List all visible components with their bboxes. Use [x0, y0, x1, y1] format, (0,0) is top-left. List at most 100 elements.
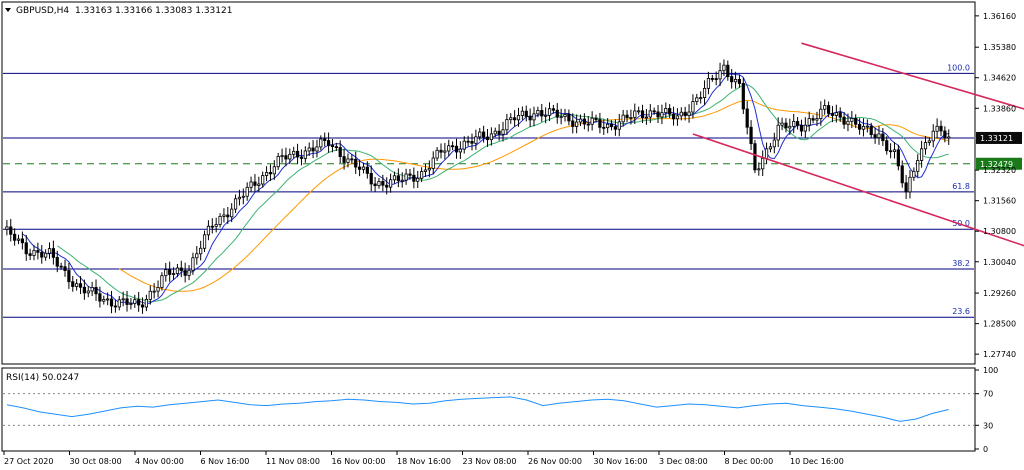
- time-tick-label: 27 Oct 2020: [4, 457, 53, 466]
- candle-body: [160, 275, 164, 288]
- candle-body: [195, 253, 199, 259]
- candle-body: [528, 115, 532, 121]
- candle-body: [714, 78, 718, 80]
- candle-body: [509, 117, 513, 121]
- candle-body: [877, 133, 881, 139]
- candle-body: [338, 147, 342, 158]
- candle-body: [904, 182, 908, 193]
- candle-body: [431, 157, 435, 169]
- candle-body: [342, 156, 346, 163]
- trend-channel[interactable]: [692, 42, 1024, 294]
- candle-body: [40, 251, 44, 258]
- candle-body: [233, 198, 238, 210]
- candle-body: [532, 113, 536, 121]
- candle-body: [206, 225, 211, 236]
- candle-body: [346, 158, 350, 163]
- candle-body: [501, 129, 505, 135]
- symbol-label: GBPUSD,H4: [16, 6, 69, 16]
- candle-body: [299, 156, 304, 159]
- channel-upper-line[interactable]: [801, 42, 1024, 151]
- candle-body: [16, 238, 21, 241]
- rsi-pane-frame: [1, 367, 976, 452]
- candle-body: [44, 252, 48, 258]
- candle-body: [594, 117, 598, 120]
- candle-body: [63, 266, 67, 271]
- candle-body: [640, 110, 645, 119]
- price-tick-label: 1.36160: [983, 12, 1016, 21]
- candle-body: [451, 145, 455, 148]
- candle-body: [555, 109, 559, 118]
- symbol-dropdown-icon[interactable]: [5, 8, 11, 12]
- candle-body: [834, 112, 838, 116]
- price-pane-frame: [1, 1, 976, 365]
- candle-body: [86, 290, 90, 294]
- candle-body: [420, 171, 424, 179]
- candle-body: [706, 78, 711, 89]
- candle-body: [664, 108, 668, 114]
- price-tick-label: 1.27740: [983, 350, 1016, 359]
- candle-body: [404, 173, 408, 181]
- candle-body: [361, 166, 366, 170]
- candle-body: [830, 113, 835, 116]
- fib-label: 38.2: [952, 259, 970, 268]
- candle-body: [892, 149, 897, 152]
- candle-body: [28, 253, 32, 256]
- candle-body: [315, 146, 319, 152]
- candle-body: [939, 125, 943, 132]
- price-tick-label: 1.31560: [983, 197, 1016, 206]
- candle-body: [524, 110, 528, 117]
- candle-body: [323, 138, 327, 141]
- rsi-tick-label: 70: [983, 390, 993, 399]
- candle-body: [536, 110, 540, 115]
- candle-body: [520, 110, 524, 116]
- candle-body: [261, 175, 265, 185]
- candle-body: [920, 148, 924, 161]
- candle-body: [741, 83, 745, 110]
- candle-body: [129, 303, 133, 305]
- ma-blue-line: [22, 73, 949, 305]
- candle-body: [598, 119, 602, 128]
- candle-body: [214, 224, 218, 227]
- candle-body: [102, 298, 106, 302]
- candle-body: [912, 170, 916, 178]
- candle-body: [637, 110, 641, 113]
- candle-body: [768, 146, 773, 150]
- candle-body: [621, 114, 625, 123]
- time-tick-label: 26 Nov 00:00: [528, 457, 582, 466]
- candle-body: [613, 126, 618, 130]
- candle-body: [908, 176, 912, 193]
- candle-body: [927, 140, 931, 143]
- candle-body: [547, 108, 552, 116]
- candle-body: [629, 117, 633, 119]
- price-pane[interactable]: 100.061.850.038.223.6 1.361601.353801.34…: [1, 1, 1024, 365]
- candle-body: [280, 155, 284, 158]
- candle-body: [156, 287, 160, 292]
- candle-body: [443, 150, 447, 153]
- reference-price-tag: [976, 157, 1022, 170]
- channel-lower-line[interactable]: [692, 133, 1024, 294]
- candle-body: [179, 267, 183, 271]
- candle-body: [109, 298, 114, 307]
- candle-body: [652, 110, 656, 113]
- candle-body: [24, 242, 28, 255]
- rsi-pane[interactable]: 100 70 30 0 RSI(14) 50.0247: [1, 366, 998, 454]
- candle-body: [795, 121, 800, 126]
- candle-body: [152, 290, 156, 293]
- candle-body: [788, 125, 792, 129]
- candle-body: [842, 116, 846, 125]
- candle-body: [175, 267, 180, 274]
- candle-body: [668, 108, 672, 115]
- candle-body: [679, 111, 683, 117]
- candle-body: [392, 175, 397, 181]
- candle-body: [369, 172, 373, 185]
- time-tick-label: 3 Dec 08:00: [659, 457, 708, 466]
- candle-body: [544, 114, 548, 117]
- candle-body: [896, 149, 900, 167]
- candle-body: [784, 122, 788, 129]
- candle-body: [699, 97, 703, 100]
- candle-body: [497, 130, 501, 135]
- candle-body: [303, 150, 307, 159]
- time-axis: 27 Oct 2020 30 Oct 08:00 4 Nov 00:00 6 Nov …: [3, 451, 844, 466]
- candle-body: [106, 298, 110, 301]
- candle-body: [807, 118, 811, 126]
